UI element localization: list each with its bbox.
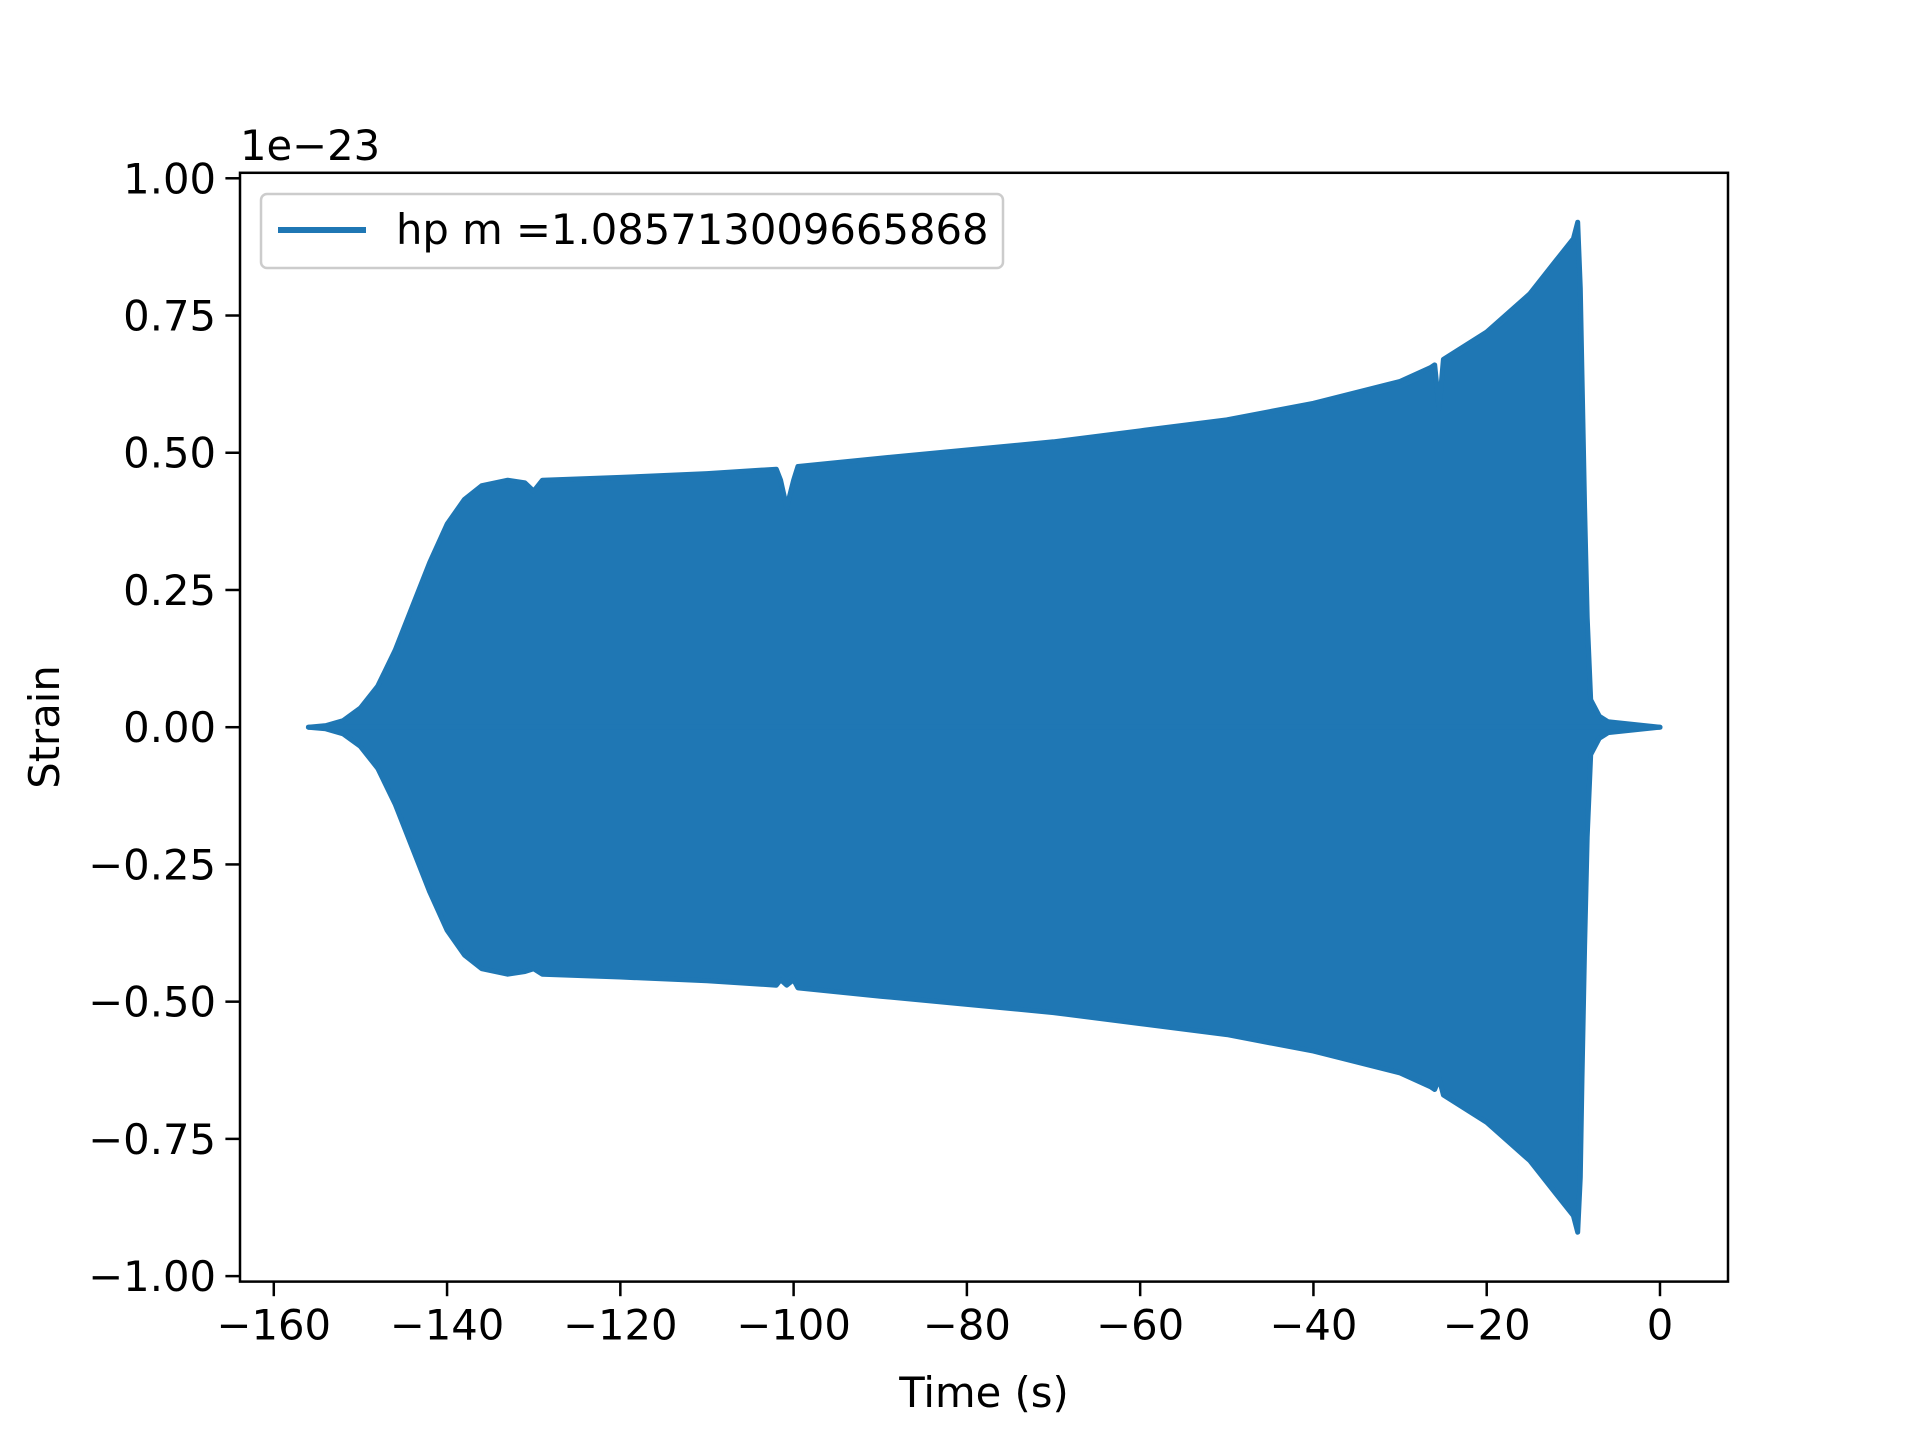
y-tick-label: 1.00 (123, 154, 216, 203)
x-axis: −160 −140 −120 −100 −80 −60 −40 −20 0 (217, 1281, 1674, 1350)
x-tick-label: −100 (736, 1301, 851, 1350)
legend: hp m =1.085713009665868 (259, 192, 1005, 270)
y-tick-label: 0.75 (123, 292, 216, 341)
legend-box (259, 192, 1005, 270)
y-axis: 1.00 0.75 0.50 0.25 0.00 −0.25 −0.50 −0.75 −1.00 (88, 154, 240, 1301)
y-tick-label: 0.50 (123, 429, 216, 478)
x-tick-label: −60 (1096, 1301, 1184, 1350)
y-tick-label: 0.00 (123, 703, 216, 752)
x-tick-label: −120 (563, 1301, 678, 1350)
x-tick-label: −40 (1269, 1301, 1357, 1350)
x-tick-label: −160 (217, 1301, 332, 1350)
y-axis-label: Strain (20, 665, 69, 789)
y-tick-label: −1.00 (88, 1252, 216, 1301)
legend-label: hp m =1.085713009665868 (396, 205, 989, 254)
plot-area (305, 219, 1663, 1235)
x-axis-label: Time (s) (898, 1368, 1069, 1417)
x-tick-label: −80 (923, 1301, 1011, 1350)
y-tick-label: −0.25 (88, 840, 216, 889)
y-tick-label: 0.25 (123, 566, 216, 615)
x-tick-label: −20 (1443, 1301, 1531, 1350)
y-offset-label: 1e−23 (240, 121, 380, 170)
y-tick-label: −0.75 (88, 1115, 216, 1164)
x-tick-label: 0 (1647, 1301, 1674, 1350)
y-tick-label: −0.50 (88, 978, 216, 1027)
x-tick-label: −140 (390, 1301, 505, 1350)
